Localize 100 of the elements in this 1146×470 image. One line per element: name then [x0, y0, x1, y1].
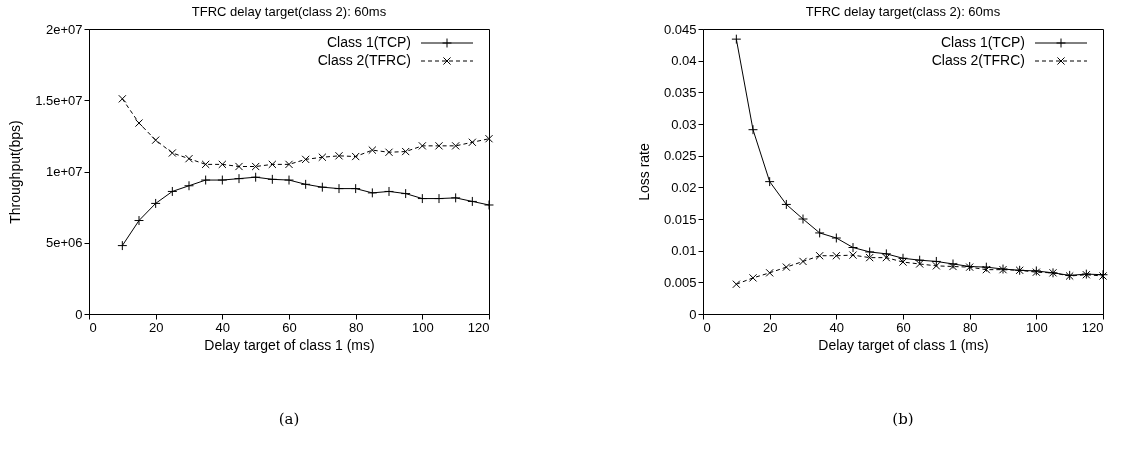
- x-tick-label: 60: [282, 319, 297, 335]
- x-tick-label: 80: [348, 319, 364, 335]
- point: [351, 152, 360, 161]
- y-tick-label: 0.035: [663, 84, 697, 100]
- point: [417, 193, 428, 204]
- x-axis-title: Delay target of class 1 (ms): [818, 336, 989, 353]
- point: [731, 34, 742, 45]
- point: [118, 94, 127, 103]
- point: [234, 162, 244, 171]
- y-tick-label: 0.025: [663, 148, 697, 164]
- point: [117, 240, 128, 251]
- point: [301, 155, 310, 164]
- y-tick-label: 0.015: [663, 211, 697, 227]
- point: [848, 242, 858, 253]
- point: [234, 173, 244, 184]
- point: [814, 227, 825, 238]
- x-tick-label: 120: [467, 319, 490, 335]
- y-tick-label: 0.01: [671, 243, 697, 259]
- point: [798, 257, 808, 266]
- point: [418, 141, 427, 150]
- point: [134, 118, 144, 128]
- point: [451, 141, 460, 150]
- point: [798, 214, 808, 224]
- point: [467, 196, 478, 207]
- point: [915, 259, 924, 269]
- point: [251, 162, 260, 171]
- point: [748, 124, 758, 135]
- point: [284, 175, 294, 186]
- x-tick-label: 40: [829, 319, 845, 335]
- chart-title: TFRC delay target(class 2): 60ms: [191, 4, 387, 19]
- point: [218, 160, 227, 169]
- y-axis-title: Loss rate: [635, 143, 652, 201]
- point: [898, 257, 908, 267]
- point: [401, 147, 410, 156]
- point: [334, 183, 344, 194]
- point: [764, 176, 775, 187]
- point: [367, 187, 378, 198]
- point: [831, 233, 842, 243]
- point: [450, 192, 461, 203]
- y-tick-label: 0.045: [663, 21, 697, 37]
- point: [400, 188, 411, 199]
- y-axis-title: Throughput(bps): [7, 120, 24, 224]
- point: [732, 280, 741, 289]
- point: [201, 160, 210, 169]
- chart-title: TFRC delay target(class 2): 60ms: [805, 4, 1001, 19]
- x-tick-label: 120: [1081, 319, 1104, 335]
- legend-label: Class 1(TCP): [326, 34, 411, 50]
- y-tick-label: 1e+07: [45, 164, 83, 179]
- point: [268, 160, 277, 169]
- legend-label: Class 1(TCP): [940, 34, 1025, 50]
- point: [184, 180, 194, 191]
- x-tick-label: 0: [703, 319, 711, 335]
- legend-label: Class 2(TFRC): [317, 52, 411, 68]
- point: [832, 251, 841, 260]
- point: [250, 172, 261, 183]
- point: [150, 198, 161, 209]
- x-axis-title: Delay target of class 1 (ms): [204, 336, 375, 353]
- y-tick-label: 0: [689, 306, 697, 322]
- point: [350, 183, 361, 194]
- point: [765, 268, 774, 277]
- x-tick-label: 0: [89, 319, 97, 335]
- point: [151, 136, 160, 145]
- text: (b): [892, 410, 914, 428]
- point: [300, 179, 311, 190]
- x-tick-label: 100: [1025, 319, 1048, 335]
- legend-label: Class 2(TFRC): [931, 52, 1025, 68]
- x-tick-label: 20: [148, 319, 164, 335]
- y-tick-label: 0.005: [663, 274, 697, 290]
- point: [217, 175, 228, 186]
- point: [384, 186, 394, 197]
- y-tick-label: 0.02: [671, 179, 697, 195]
- y-tick-label: 2e+07: [45, 21, 83, 37]
- point: [484, 200, 494, 210]
- point: [167, 186, 178, 197]
- y-tick-label: 0.03: [671, 116, 697, 132]
- x-tick-label: 60: [896, 319, 911, 335]
- point: [168, 148, 177, 158]
- point: [317, 182, 328, 193]
- point: [200, 175, 211, 186]
- point: [368, 146, 377, 155]
- y-tick-label: 0.04: [671, 53, 697, 69]
- point: [848, 251, 858, 260]
- x-tick-label: 40: [215, 319, 231, 335]
- point: [434, 193, 444, 204]
- point: [184, 154, 194, 163]
- point: [384, 148, 394, 157]
- point: [318, 153, 327, 162]
- point: [484, 134, 494, 143]
- point: [334, 151, 344, 160]
- point: [782, 263, 791, 272]
- point: [898, 253, 908, 264]
- point: [434, 141, 444, 150]
- point: [468, 138, 477, 147]
- point: [781, 199, 792, 210]
- point: [748, 273, 758, 282]
- y-tick-label: 5e+06: [45, 235, 83, 251]
- x-tick-label: 100: [411, 319, 434, 335]
- point: [284, 160, 294, 169]
- point: [134, 215, 144, 226]
- y-tick-label: 0: [75, 306, 83, 322]
